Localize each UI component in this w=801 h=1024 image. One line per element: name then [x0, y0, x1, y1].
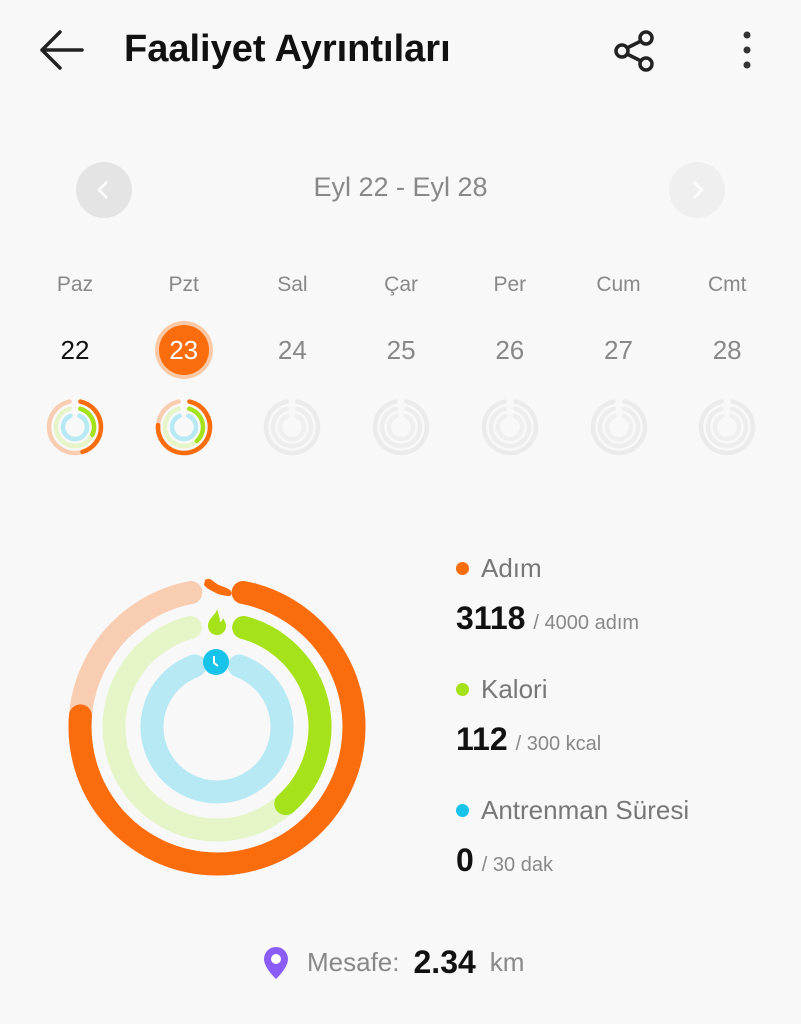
- day-27-button[interactable]: 27: [579, 330, 659, 370]
- distance-row: Mesafe: 2.34 km: [261, 944, 524, 981]
- calories-ring-progress: [232, 616, 332, 816]
- day-name: Cum: [596, 273, 641, 296]
- stat-label: Kalori: [481, 674, 548, 704]
- day-name: Cmt: [707, 273, 747, 296]
- stat-goal: / 4000 adım: [533, 612, 640, 634]
- calories-ring-track: [597, 406, 640, 449]
- steps-ring-progress: [68, 581, 366, 876]
- stat-goal: / 300 kcal: [515, 733, 602, 755]
- week-range: Eyl 22 - Eyl 28: [313, 172, 488, 202]
- day-number: 26: [495, 335, 525, 365]
- stat-value-row: 112 / 300 kcal: [456, 721, 601, 758]
- chevron-left-icon: [97, 181, 108, 199]
- stat-legend: Adım: [456, 553, 542, 584]
- stat-legend: Kalori: [456, 674, 547, 705]
- arrow-left-icon: [40, 30, 84, 70]
- calories-ring-progress: [77, 406, 97, 438]
- legend-dot-icon: [456, 562, 469, 575]
- day-name: Sal: [277, 273, 308, 296]
- distance-value: 2.34: [413, 944, 476, 980]
- day-number: 22: [60, 335, 90, 365]
- calories-ring-track: [271, 406, 314, 449]
- stat-label: Antrenman Süresi: [481, 795, 690, 825]
- duration-ring-track: [140, 654, 294, 804]
- duration-ring-track: [386, 413, 416, 442]
- day-name: Pzt: [168, 273, 199, 296]
- steps-ring-track: [698, 399, 756, 456]
- calories-ring-track: [379, 406, 423, 449]
- day-activity-rings: [590, 399, 647, 456]
- shoe-icon: [204, 578, 232, 596]
- stat-value-row: 3118 / 4000 adım: [456, 600, 639, 637]
- day-26-button[interactable]: 26: [470, 330, 550, 370]
- stat-value: 3118: [456, 600, 526, 636]
- duration-ring-track: [712, 413, 742, 442]
- distance-unit: km: [489, 947, 525, 977]
- share-button[interactable]: [612, 28, 658, 79]
- calories-ring-progress: [186, 406, 205, 444]
- back-button[interactable]: [36, 28, 86, 77]
- page-title: Faaliyet Ayrıntıları: [124, 28, 451, 70]
- legend-dot-icon: [456, 804, 469, 817]
- stat-goal: / 30 dak: [481, 854, 553, 876]
- day-25-button[interactable]: 25: [361, 330, 441, 370]
- stat-value-row: 0 / 30 dak: [456, 842, 553, 879]
- day-24-button[interactable]: 24: [252, 330, 332, 370]
- stat-label: Adım: [481, 553, 542, 583]
- day-28-button[interactable]: 28: [687, 330, 767, 370]
- steps-ring-progress: [155, 399, 212, 456]
- day-activity-rings: [372, 399, 430, 456]
- legend-dot-icon: [456, 683, 469, 696]
- day-activity-rings: [481, 399, 539, 456]
- day-number: 25: [386, 335, 416, 365]
- share-icon: [614, 30, 654, 72]
- day-number: 27: [604, 335, 633, 365]
- day-activity-rings: [155, 399, 212, 456]
- location-pin-icon: [264, 946, 288, 979]
- calories-ring-track: [488, 406, 532, 449]
- steps-ring-track: [264, 399, 321, 456]
- prev-week-button[interactable]: [76, 162, 132, 218]
- duration-ring-track: [60, 413, 90, 442]
- flame-icon: [208, 609, 226, 635]
- day-number: 23: [158, 325, 209, 375]
- steps-ring-progress: [78, 399, 104, 455]
- stat-value: 0: [456, 842, 474, 878]
- duration-ring-track: [495, 413, 525, 442]
- day-activity-rings: [264, 399, 321, 456]
- distance-label: Mesafe:: [307, 947, 400, 977]
- steps-ring-track: [372, 399, 430, 456]
- day-name: Per: [493, 273, 527, 296]
- more-vert-icon: [743, 31, 751, 69]
- clock-icon: [203, 649, 229, 675]
- day-number: 28: [712, 335, 742, 365]
- day-number: 24: [277, 335, 307, 365]
- chevron-right-icon: [693, 181, 704, 199]
- day-22-button[interactable]: 22: [35, 330, 115, 370]
- duration-ring-track: [604, 413, 633, 442]
- stat-legend: Antrenman Süresi: [456, 795, 689, 826]
- next-week-button[interactable]: [669, 162, 725, 218]
- duration-ring-track: [169, 413, 198, 442]
- day-activity-rings: [46, 399, 104, 456]
- stat-value: 112: [456, 721, 508, 757]
- day-name: Paz: [56, 273, 94, 296]
- more-options-button[interactable]: [735, 30, 759, 77]
- day-23-button[interactable]: 23: [144, 325, 224, 375]
- day-name: Çar: [384, 273, 419, 296]
- steps-ring-track: [590, 399, 647, 456]
- calories-ring-track: [705, 406, 749, 449]
- steps-ring-track: [481, 399, 539, 456]
- day-activity-rings: [698, 399, 756, 456]
- activity-rings: [68, 581, 366, 876]
- duration-ring-track: [278, 413, 307, 442]
